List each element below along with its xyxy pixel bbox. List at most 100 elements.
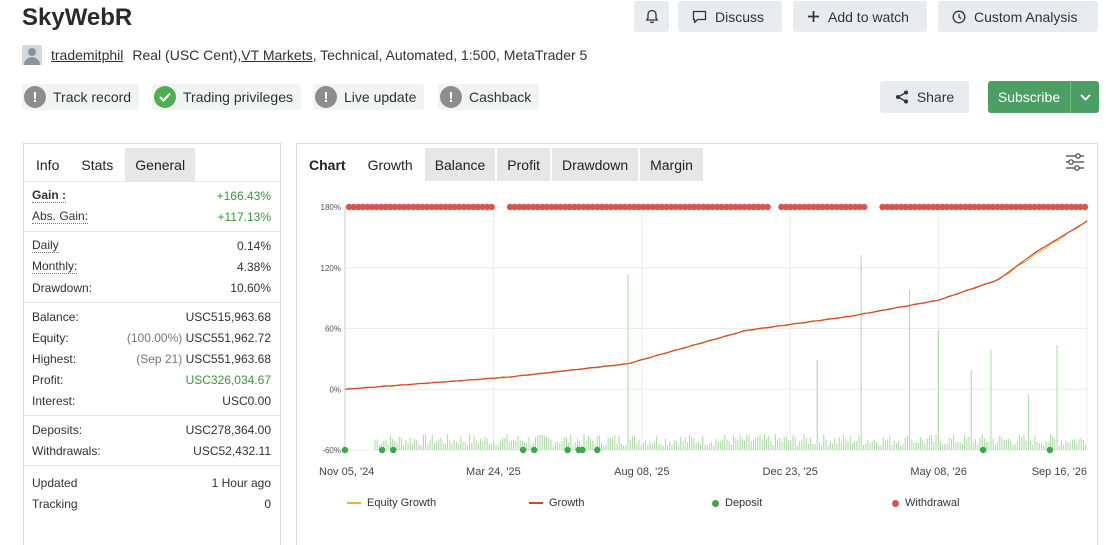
broker-link[interactable]: VT Markets xyxy=(241,47,313,63)
legend-withdrawal[interactable]: Withdrawal xyxy=(892,497,959,509)
deposit-marker xyxy=(341,446,349,454)
deposit-marker xyxy=(979,446,987,454)
withdrawal-marker xyxy=(727,203,734,211)
equity-amount: USC551,962.72 xyxy=(182,330,271,345)
tab-balance[interactable]: Balance xyxy=(424,148,496,181)
subscribe-button[interactable]: Subscribe xyxy=(988,81,1099,113)
withdrawal-marker xyxy=(833,203,840,211)
withdrawal-marker xyxy=(543,203,550,211)
deposits-group: Deposits: USC278,364.00 Withdrawals: USC52… xyxy=(24,415,280,465)
withdrawal-marker xyxy=(824,203,831,211)
tab-drawdown[interactable]: Drawdown xyxy=(551,148,639,181)
legend-label: Equity Growth xyxy=(367,497,437,509)
withdrawal-marker xyxy=(851,203,859,211)
withdrawal-marker xyxy=(1077,203,1084,211)
monthly-value: 4.38% xyxy=(236,259,271,274)
tab-info[interactable]: Info xyxy=(26,148,70,181)
notification-bell-button[interactable] xyxy=(634,1,669,32)
highest-label: Highest: xyxy=(32,351,77,366)
badge-trading-privileges[interactable]: Trading privileges xyxy=(152,84,301,110)
withdrawal-marker xyxy=(626,203,633,211)
x-tick-label: Sep 16, '26 xyxy=(1032,466,1087,478)
withdrawal-marker xyxy=(364,203,371,211)
legend-swatch xyxy=(712,499,719,507)
withdrawal-marker xyxy=(778,203,785,211)
badge-track-record[interactable]: ! Track record xyxy=(22,84,140,110)
legend-deposit[interactable]: Deposit xyxy=(712,497,762,509)
withdrawal-marker xyxy=(736,203,744,211)
withdrawal-marker xyxy=(934,203,941,211)
withdrawal-marker xyxy=(470,203,477,211)
withdrawal-marker xyxy=(539,203,546,211)
withdrawal-marker xyxy=(451,203,458,211)
x-tick-label: Nov 05, '24 xyxy=(319,466,374,478)
account-details: , Technical, Automated, 1:500, MetaTrade… xyxy=(312,47,588,63)
withdrawal-marker xyxy=(525,203,532,211)
username-link[interactable]: trademitphil xyxy=(51,47,124,63)
withdrawal-marker xyxy=(447,203,454,211)
withdrawal-marker xyxy=(534,203,541,211)
y-tick-label: -60% xyxy=(322,446,341,455)
discuss-button[interactable]: Discuss xyxy=(678,1,782,32)
tab-profit[interactable]: Profit xyxy=(497,148,550,181)
deposit-marker xyxy=(531,446,538,454)
withdrawal-marker xyxy=(1026,203,1033,211)
filter-settings-icon[interactable] xyxy=(1065,153,1085,171)
x-tick-label: Aug 08, '25 xyxy=(614,466,669,478)
legend-growth[interactable]: Growth xyxy=(529,497,584,509)
tab-general[interactable]: General xyxy=(125,148,196,181)
withdrawal-marker xyxy=(483,203,491,211)
badge-live-update[interactable]: ! Live update xyxy=(313,84,425,110)
equity-label: Equity: xyxy=(32,330,69,345)
withdrawal-marker xyxy=(414,203,422,211)
withdrawal-marker xyxy=(704,203,711,211)
page-title: SkyWebR xyxy=(22,4,133,31)
withdrawal-marker xyxy=(368,203,376,211)
legend-equity-growth[interactable]: Equity Growth xyxy=(347,497,436,509)
gain-value: +166.43% xyxy=(216,188,271,203)
custom-analysis-button[interactable]: Custom Analysis xyxy=(938,1,1098,32)
withdrawal-marker xyxy=(741,203,748,211)
chart-panel: Chart Growth Balance Profit Drawdown Mar… xyxy=(296,143,1098,545)
add-to-watch-button[interactable]: Add to watch xyxy=(793,1,927,32)
withdrawal-marker xyxy=(723,203,730,211)
abs-gain-label: Abs. Gain: xyxy=(32,208,89,224)
withdrawal-marker xyxy=(1063,203,1070,211)
x-tick-label: May 08, '26 xyxy=(910,466,967,478)
stats-panel: Info Stats General Gain : +166.43% Abs. G… xyxy=(23,143,281,545)
deposit-marker xyxy=(378,446,386,454)
tab-margin[interactable]: Margin xyxy=(640,148,703,181)
withdrawal-marker xyxy=(529,203,537,211)
updated-value: 1 Hour ago xyxy=(211,475,271,490)
withdrawal-marker xyxy=(667,203,675,211)
withdrawal-marker xyxy=(953,203,960,211)
tab-stats[interactable]: Stats xyxy=(71,148,124,181)
withdrawal-marker xyxy=(460,203,468,211)
withdrawal-marker xyxy=(1022,203,1029,211)
withdrawal-marker xyxy=(805,203,813,211)
tab-chart[interactable]: Chart xyxy=(299,148,356,181)
highest-amount: USC551,963.68 xyxy=(182,351,271,366)
withdrawal-marker xyxy=(764,203,771,211)
highest-value: (Sep 21) USC551,963.68 xyxy=(136,352,271,366)
withdrawal-marker xyxy=(759,203,767,211)
withdrawal-marker xyxy=(907,203,914,211)
tracking-label: Tracking xyxy=(32,496,78,511)
subscribe-dropdown[interactable] xyxy=(1070,81,1099,113)
badge-cashback[interactable]: ! Cashback xyxy=(438,84,540,110)
withdrawal-marker xyxy=(943,203,951,211)
withdrawal-marker xyxy=(1017,203,1024,211)
withdrawal-marker xyxy=(1072,203,1079,211)
daily-value: 0.14% xyxy=(236,238,271,253)
withdrawal-marker xyxy=(631,203,638,211)
withdrawal-marker xyxy=(350,203,357,211)
withdrawal-marker xyxy=(589,203,596,211)
y-tick-label: 0% xyxy=(329,385,341,394)
subscribe-label: Subscribe xyxy=(997,89,1061,105)
withdrawal-marker xyxy=(612,203,619,211)
deposits-value: USC278,364.00 xyxy=(185,422,271,437)
tab-growth[interactable]: Growth xyxy=(357,148,423,181)
withdrawal-marker xyxy=(713,203,721,211)
share-button[interactable]: Share xyxy=(880,81,969,113)
highest-date: (Sep 21) xyxy=(136,351,183,366)
